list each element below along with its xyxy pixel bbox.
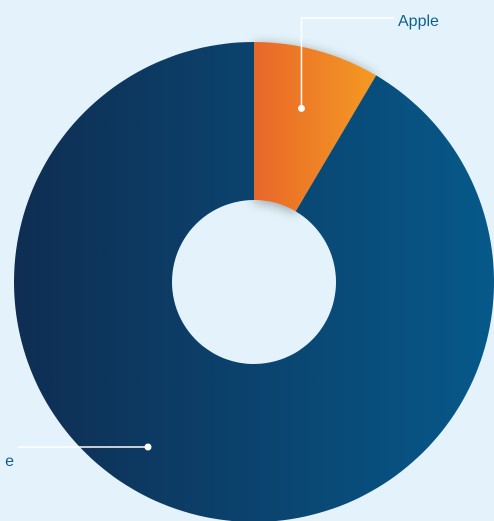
slice-e[interactable] bbox=[14, 42, 494, 521]
donut-slices bbox=[14, 42, 494, 521]
slice-apple[interactable] bbox=[254, 42, 377, 212]
leader-dot-0 bbox=[297, 104, 305, 112]
leader-dot-1 bbox=[144, 443, 152, 451]
slice-label-1: e bbox=[5, 453, 14, 470]
slice-label-0: Apple bbox=[398, 13, 439, 30]
leader-line-0 bbox=[300, 17, 394, 109]
donut-labels: Apple e bbox=[5, 13, 439, 470]
